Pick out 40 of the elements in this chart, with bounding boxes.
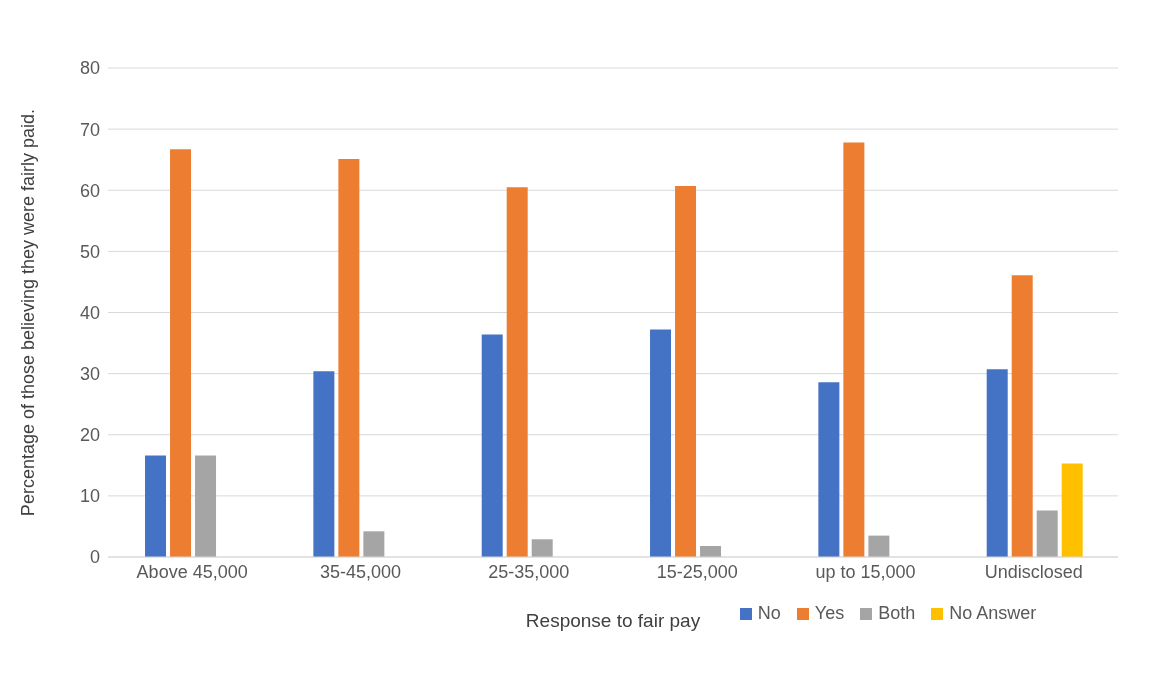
x-tick-label: Undisclosed — [984, 561, 1083, 582]
bar — [650, 329, 672, 557]
bar — [170, 149, 192, 557]
y-tick-label: 80 — [79, 58, 100, 79]
x-tick-label: 25-35,000 — [488, 561, 570, 582]
x-tick-label: up to 15,000 — [815, 561, 916, 582]
y-tick-label: 70 — [79, 119, 100, 140]
bar — [1061, 463, 1083, 557]
y-tick-label: 50 — [79, 241, 100, 262]
bar — [531, 539, 553, 557]
y-tick-label: 0 — [89, 547, 100, 568]
bar — [506, 187, 528, 557]
x-tick-label: Above 45,000 — [136, 561, 248, 582]
y-tick-label: 40 — [79, 302, 100, 323]
bar — [481, 334, 503, 557]
bar — [1011, 275, 1033, 557]
y-tick-label: 20 — [79, 425, 100, 446]
y-axis-title: Percentage of those believing they were fairly paid. — [18, 108, 39, 517]
bar — [313, 371, 335, 557]
x-tick-label: 15-25,000 — [656, 561, 738, 582]
bar — [843, 142, 865, 557]
bar — [1036, 510, 1058, 557]
bar — [700, 546, 722, 557]
legend-label: Yes — [813, 603, 845, 624]
y-tick-label: 30 — [79, 364, 100, 385]
x-axis-title: Response to fair pay — [525, 610, 701, 631]
legend-label: Both — [877, 603, 916, 624]
bar — [338, 159, 360, 557]
bar — [195, 455, 217, 557]
legend-label: No Answer — [948, 603, 1037, 624]
bar — [145, 455, 167, 557]
y-tick-label: 10 — [79, 486, 100, 507]
bar — [818, 382, 840, 557]
x-tick-label: 35-45,000 — [319, 561, 402, 582]
bar — [986, 369, 1008, 557]
legend-label: No — [756, 603, 781, 624]
bar — [675, 185, 697, 557]
bar — [363, 531, 385, 557]
bar — [868, 535, 890, 557]
y-tick-label: 60 — [79, 180, 100, 201]
